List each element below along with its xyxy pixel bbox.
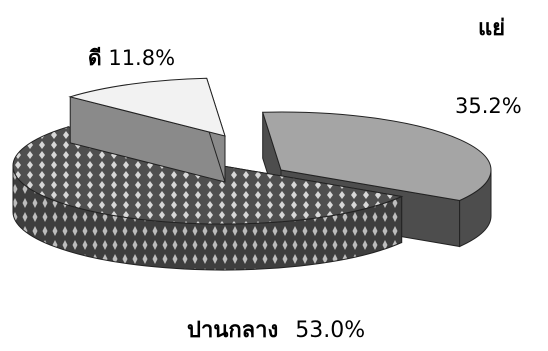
slice-label-medium: ปานกลาง 53.0% (187, 312, 365, 347)
slice-medium-value: 53.0% (295, 318, 366, 343)
slice-bad-value: 35.2% (455, 94, 522, 118)
slice-good-name: ดี (88, 46, 102, 70)
pie-slice-2 (68, 77, 226, 183)
slice-medium-name: ปานกลาง (187, 318, 279, 343)
slice-bad-name: แย่ (478, 16, 506, 41)
slice-good-value: 11.8% (108, 46, 176, 70)
slice-label-good: ดี 11.8% (88, 42, 175, 75)
